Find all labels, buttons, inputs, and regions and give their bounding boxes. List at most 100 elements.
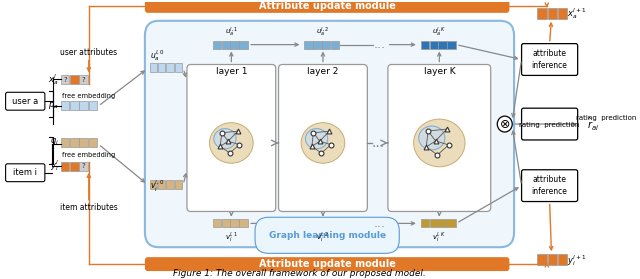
Text: $u_a^{l,K}$: $u_a^{l,K}$ — [432, 25, 446, 39]
Bar — [61, 75, 69, 84]
Bar — [548, 254, 557, 265]
Bar — [420, 41, 429, 49]
Text: $u_a^{l,1}$: $u_a^{l,1}$ — [225, 25, 238, 39]
Bar — [89, 138, 97, 147]
Text: item attributes: item attributes — [60, 203, 118, 212]
Text: $\hat{r}_{ai}$: $\hat{r}_{ai}$ — [587, 116, 599, 133]
Bar — [175, 180, 182, 189]
Bar — [89, 101, 97, 110]
Text: $y_i^{l+1}$: $y_i^{l+1}$ — [568, 253, 587, 268]
Bar — [230, 219, 239, 227]
Text: $x_a^{l+1}$: $x_a^{l+1}$ — [568, 6, 587, 21]
Bar — [313, 219, 321, 227]
Bar — [158, 180, 166, 189]
FancyBboxPatch shape — [522, 108, 578, 140]
FancyBboxPatch shape — [145, 257, 509, 271]
Ellipse shape — [413, 119, 465, 167]
FancyBboxPatch shape — [145, 0, 509, 13]
Bar — [175, 64, 182, 73]
Bar — [70, 75, 79, 84]
Bar — [447, 41, 456, 49]
Text: layer 1: layer 1 — [216, 67, 247, 76]
Bar — [331, 41, 339, 49]
Text: attribute
inference: attribute inference — [532, 175, 568, 196]
Ellipse shape — [301, 123, 345, 163]
Text: $q_i$: $q_i$ — [50, 136, 59, 147]
Text: ...: ... — [373, 217, 385, 230]
Bar — [313, 41, 321, 49]
Bar — [429, 219, 438, 227]
Bar — [79, 162, 88, 171]
Bar — [61, 138, 69, 147]
Circle shape — [497, 116, 512, 132]
Bar — [61, 101, 69, 110]
Text: $v_i^{l,2}$: $v_i^{l,2}$ — [316, 230, 330, 244]
Text: ...: ... — [371, 136, 384, 150]
Text: user a: user a — [12, 97, 38, 106]
Bar — [239, 219, 248, 227]
Ellipse shape — [305, 129, 328, 149]
Bar — [304, 219, 313, 227]
Bar — [221, 219, 230, 227]
Bar — [558, 8, 568, 19]
Bar — [239, 41, 248, 49]
Text: free embedding: free embedding — [62, 152, 115, 158]
Text: $x_a^l$: $x_a^l$ — [49, 72, 59, 87]
Text: ?: ? — [82, 77, 86, 83]
Bar — [447, 219, 456, 227]
Bar — [79, 138, 88, 147]
Text: $v_i^{l,K}$: $v_i^{l,K}$ — [433, 230, 446, 244]
Bar — [538, 8, 547, 19]
Text: Attribute update module: Attribute update module — [259, 1, 396, 11]
Text: $v_i^{l,0}$: $v_i^{l,0}$ — [150, 179, 164, 194]
Bar — [322, 219, 330, 227]
Bar — [548, 8, 557, 19]
Text: user attributes: user attributes — [60, 48, 117, 57]
Bar — [420, 219, 429, 227]
Bar — [438, 41, 447, 49]
Text: item i: item i — [13, 168, 37, 177]
Text: $\otimes$: $\otimes$ — [499, 117, 511, 131]
Text: $u_a^{l,0}$: $u_a^{l,0}$ — [150, 48, 164, 62]
Text: ...: ... — [373, 38, 385, 51]
Bar — [212, 41, 221, 49]
Text: $y_i^l$: $y_i^l$ — [50, 158, 59, 173]
Bar — [70, 138, 79, 147]
Bar — [61, 162, 69, 171]
Text: rating  prediction: rating prediction — [576, 115, 636, 121]
Ellipse shape — [214, 129, 236, 149]
FancyBboxPatch shape — [145, 21, 514, 247]
Bar — [70, 162, 79, 171]
Ellipse shape — [419, 126, 445, 150]
Bar — [212, 219, 221, 227]
Text: Figure 1: The overall framework of our proposed model.: Figure 1: The overall framework of our p… — [173, 269, 426, 278]
Text: layer K: layer K — [424, 67, 455, 76]
Text: ?: ? — [82, 163, 86, 169]
Text: attribute
inference: attribute inference — [532, 49, 568, 70]
Bar — [322, 41, 330, 49]
Bar — [79, 75, 88, 84]
Bar — [331, 219, 339, 227]
Text: layer 2: layer 2 — [307, 67, 339, 76]
FancyBboxPatch shape — [522, 170, 578, 201]
Bar — [150, 180, 157, 189]
Text: $v_i^{l,1}$: $v_i^{l,1}$ — [225, 230, 238, 244]
Text: rating  prediction: rating prediction — [520, 122, 580, 128]
FancyBboxPatch shape — [522, 44, 578, 75]
Text: $u_a^{l,2}$: $u_a^{l,2}$ — [316, 25, 330, 39]
Bar — [538, 254, 547, 265]
Bar — [158, 64, 166, 73]
Text: Attribute update module: Attribute update module — [259, 259, 396, 269]
Bar — [429, 41, 438, 49]
Bar — [150, 64, 157, 73]
Text: ?: ? — [63, 77, 67, 83]
Bar — [166, 64, 174, 73]
Text: free embedding: free embedding — [62, 93, 115, 99]
Bar — [558, 254, 568, 265]
FancyBboxPatch shape — [6, 92, 45, 110]
FancyBboxPatch shape — [187, 64, 276, 211]
FancyBboxPatch shape — [278, 64, 367, 211]
Ellipse shape — [209, 123, 253, 163]
Bar — [70, 101, 79, 110]
Bar — [79, 101, 88, 110]
